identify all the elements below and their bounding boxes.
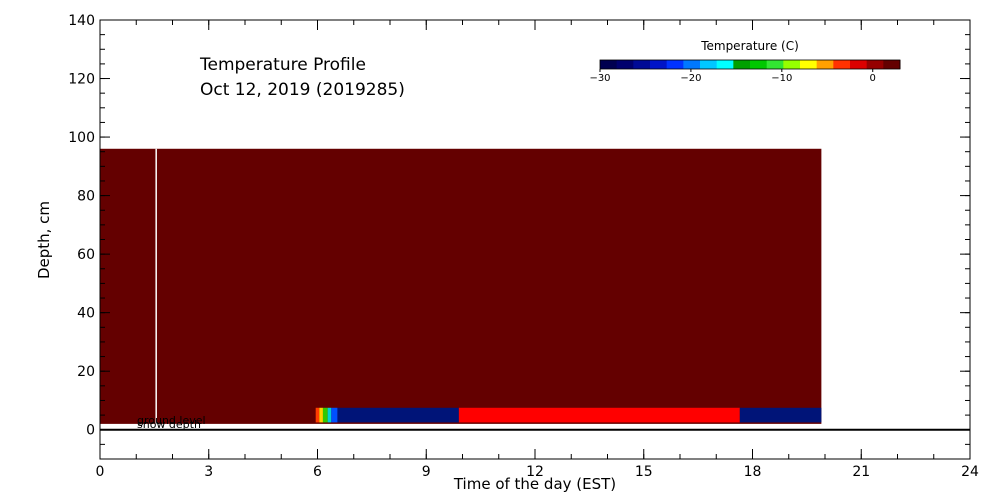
y-tick-label: 60 bbox=[77, 247, 95, 263]
colorbar-tick-label: 0 bbox=[870, 73, 876, 84]
heatmap-cell-1 bbox=[319, 407, 323, 423]
x-tick-label: 12 bbox=[526, 464, 544, 480]
colorbar-swatch bbox=[733, 60, 751, 69]
heatmap-cell-7 bbox=[739, 407, 822, 423]
colorbar-tick-label: −20 bbox=[680, 73, 701, 84]
y-tick-label: 120 bbox=[68, 72, 95, 88]
colorbar-swatch bbox=[783, 60, 801, 69]
colorbar-swatch bbox=[800, 60, 818, 69]
colorbar-swatch bbox=[633, 60, 651, 69]
heatmap-cell-2 bbox=[322, 407, 328, 423]
y-tick-label: 40 bbox=[77, 306, 95, 322]
x-tick-label: 18 bbox=[744, 464, 762, 480]
heatmap-cell-5 bbox=[337, 407, 459, 423]
colorbar-swatch bbox=[616, 60, 634, 69]
y-tick-label: 100 bbox=[68, 130, 95, 146]
colorbar-swatch bbox=[716, 60, 734, 69]
heatmap-background bbox=[100, 148, 822, 424]
y-tick-label: 80 bbox=[77, 189, 95, 205]
x-tick-label: 3 bbox=[204, 464, 213, 480]
heatmap-cell-6 bbox=[458, 407, 740, 423]
colorbar-swatch bbox=[666, 60, 684, 69]
colorbar-title: Temperature (C) bbox=[700, 39, 799, 53]
heatmap-cell-3 bbox=[327, 407, 332, 423]
x-tick-label: 21 bbox=[852, 464, 870, 480]
y-axis-label: Depth, cm bbox=[35, 201, 53, 279]
x-axis-label: Time of the day (EST) bbox=[453, 475, 616, 493]
colorbar-tick-label: −30 bbox=[589, 73, 610, 84]
colorbar-swatch bbox=[700, 60, 718, 69]
chart-title-line-2: Oct 12, 2019 (2019285) bbox=[200, 80, 405, 100]
heatmap-layer bbox=[100, 148, 970, 431]
colorbar-border bbox=[599, 59, 901, 70]
x-tick-label: 6 bbox=[313, 464, 322, 480]
y-tick-label: 20 bbox=[77, 364, 95, 380]
colorbar-swatch bbox=[600, 60, 618, 69]
snow-depth-annotation: snow depth bbox=[137, 418, 201, 431]
x-tick-label: 9 bbox=[422, 464, 431, 480]
colorbar-swatch bbox=[816, 60, 834, 69]
colorbar-swatch bbox=[866, 60, 884, 69]
colorbar-tick-label: −10 bbox=[771, 73, 792, 84]
y-tick-label: 140 bbox=[68, 13, 95, 29]
heatmap-cell-0 bbox=[315, 407, 320, 423]
colorbar-swatch bbox=[850, 60, 868, 69]
colorbar-swatch bbox=[683, 60, 701, 69]
y-tick-label: 0 bbox=[86, 423, 95, 439]
axis-ticks: 0 3 6 9 12 15 18 21 24 0 20 40 60 80 100 120 140 bbox=[68, 13, 979, 480]
chart-title-line-1: Temperature Profile bbox=[199, 55, 366, 75]
ground-level-annotation: ground level bbox=[137, 414, 206, 427]
heatmap-cell-4 bbox=[331, 407, 338, 423]
colorbar-legend: Temperature (C) −30 −20 −10 0 bbox=[589, 39, 901, 84]
colorbar-swatch bbox=[650, 60, 668, 69]
colorbar-swatch bbox=[766, 60, 784, 69]
x-tick-label: 0 bbox=[96, 464, 105, 480]
colorbar-swatch bbox=[750, 60, 768, 69]
x-tick-label: 24 bbox=[961, 464, 979, 480]
colorbar-swatch bbox=[883, 60, 901, 69]
x-tick-label: 15 bbox=[635, 464, 653, 480]
colorbar-swatch bbox=[833, 60, 851, 69]
